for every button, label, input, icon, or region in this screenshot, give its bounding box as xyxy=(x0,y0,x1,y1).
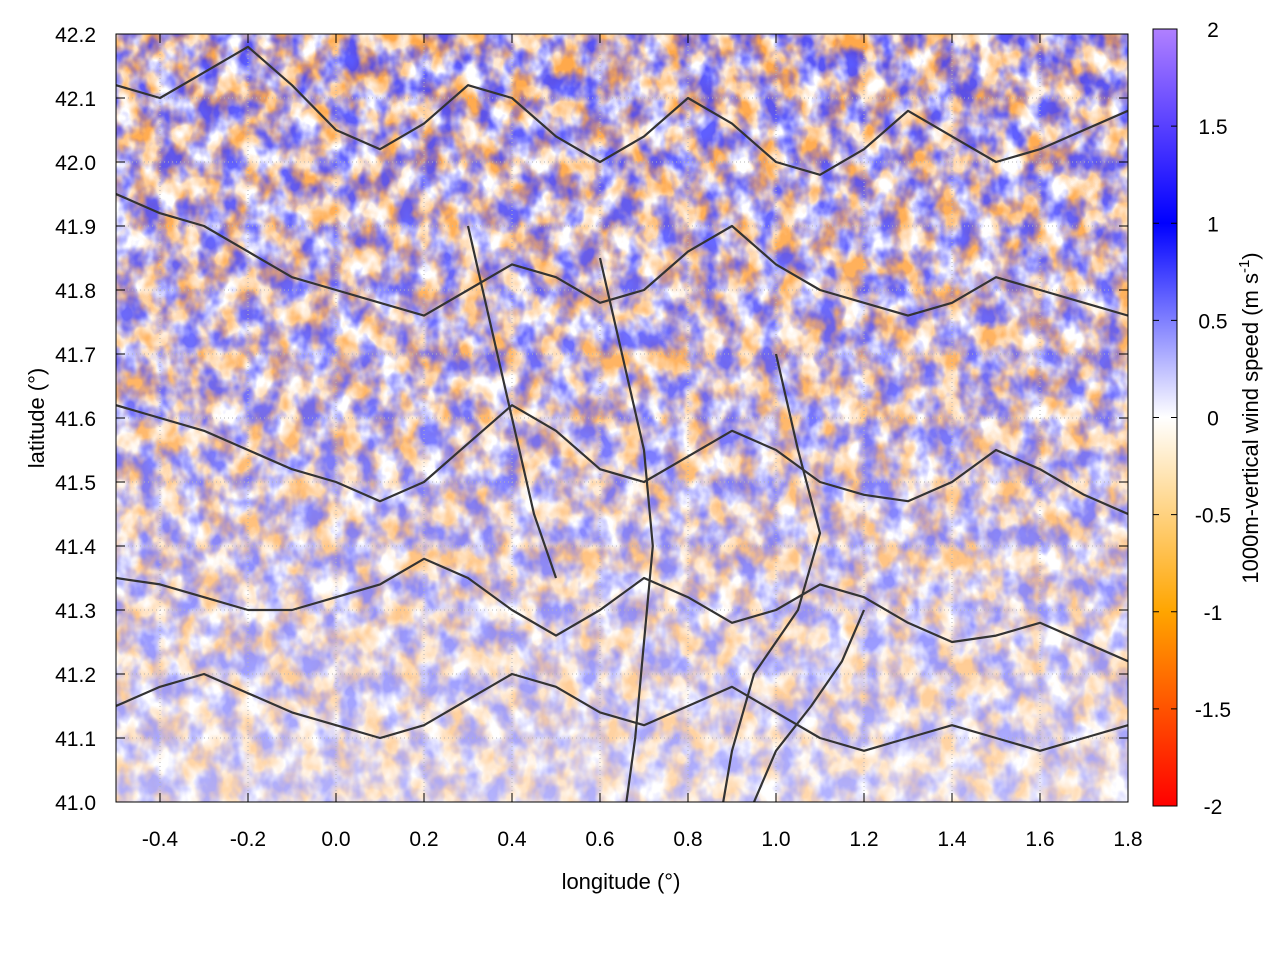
x-tick-label: 0.8 xyxy=(673,828,702,851)
x-tick-label: 0.0 xyxy=(321,828,350,851)
colorbar-title: 1000m-vertical wind speed (m s-1) xyxy=(1236,252,1263,583)
colorbar-tick-label: 0.5 xyxy=(1198,310,1227,333)
y-tick-label: 42.0 xyxy=(55,152,96,175)
y-tick-label: 41.8 xyxy=(55,280,96,303)
x-tick-label: 1.2 xyxy=(849,828,878,851)
contour-line xyxy=(722,353,822,802)
y-tick-label: 41.5 xyxy=(55,472,96,495)
y-tick-label: 41.1 xyxy=(55,728,96,751)
contour-line xyxy=(116,672,1128,752)
colorbar-tick-label: 0 xyxy=(1207,408,1219,431)
colorbar-tick-label: -1.5 xyxy=(1195,699,1231,722)
terrain-contours xyxy=(116,45,1128,802)
colorbar-ticks: 2 1.5 1 0.5 0 -0.5 -1 -1.5 -2 xyxy=(1153,19,1231,819)
colorbar-title-end: ) xyxy=(1238,252,1263,259)
x-axis-ticks: -0.4 -0.2 0.0 0.2 0.4 0.6 0.8 1.0 1.2 1.4 1.6 1.8 xyxy=(142,34,1143,851)
colorbar-title-main: 1000m-vertical wind speed (m s xyxy=(1238,273,1263,584)
y-tick-label: 41.2 xyxy=(55,664,96,687)
x-tick-label: 1.0 xyxy=(761,828,790,851)
x-tick-label: 0.2 xyxy=(409,828,438,851)
y-tick-label: 41.4 xyxy=(55,536,96,559)
contour-line xyxy=(598,257,654,802)
y-tick-label: 41.6 xyxy=(55,408,96,431)
colorbar-tick-label: 1 xyxy=(1207,213,1219,236)
y-tick-label: 42.1 xyxy=(55,88,96,111)
contour-line xyxy=(466,225,558,579)
x-tick-label: 1.8 xyxy=(1113,828,1142,851)
colorbar-title-sup: -1 xyxy=(1236,260,1253,273)
contour-line xyxy=(116,557,1128,663)
x-tick-label: -0.4 xyxy=(142,828,179,851)
x-tick-label: -0.2 xyxy=(230,828,266,851)
y-axis-ticks: 41.0 41.1 41.2 41.3 41.4 41.5 41.6 41.7 41.8 41.9… xyxy=(55,24,1128,815)
y-axis-title: latitude (°) xyxy=(24,368,49,469)
plot-area: -0.4 -0.2 0.0 0.2 0.4 0.6 0.8 1.0 1.2 1.4 1.6 1.8 4… xyxy=(55,24,1142,851)
y-tick-label: 41.0 xyxy=(55,792,96,815)
y-tick-label: 41.7 xyxy=(55,344,96,367)
y-tick-label: 42.2 xyxy=(55,24,96,47)
contour-line xyxy=(116,192,1128,317)
x-tick-label: 0.6 xyxy=(585,828,614,851)
colorbar-tick-label: -0.5 xyxy=(1195,505,1231,528)
colorbar-tick-label: -1 xyxy=(1204,602,1223,625)
colorbar-tick-label: 2 xyxy=(1207,19,1219,42)
contour-line xyxy=(116,404,1128,516)
contour-line xyxy=(752,609,866,802)
x-tick-label: 1.4 xyxy=(937,828,967,851)
y-tick-label: 41.3 xyxy=(55,600,96,623)
colorbar-tick-label: -2 xyxy=(1204,796,1223,819)
x-axis-title: longitude (°) xyxy=(562,869,681,894)
colorbar-tick-label: 1.5 xyxy=(1198,116,1227,139)
x-tick-label: 0.4 xyxy=(497,828,527,851)
x-tick-label: 1.6 xyxy=(1025,828,1054,851)
colorbar: 2 1.5 1 0.5 0 -0.5 -1 -1.5 -2 1000m-vertical win… xyxy=(1152,19,1263,819)
y-tick-label: 41.9 xyxy=(55,216,96,239)
contour-line xyxy=(116,45,1128,176)
